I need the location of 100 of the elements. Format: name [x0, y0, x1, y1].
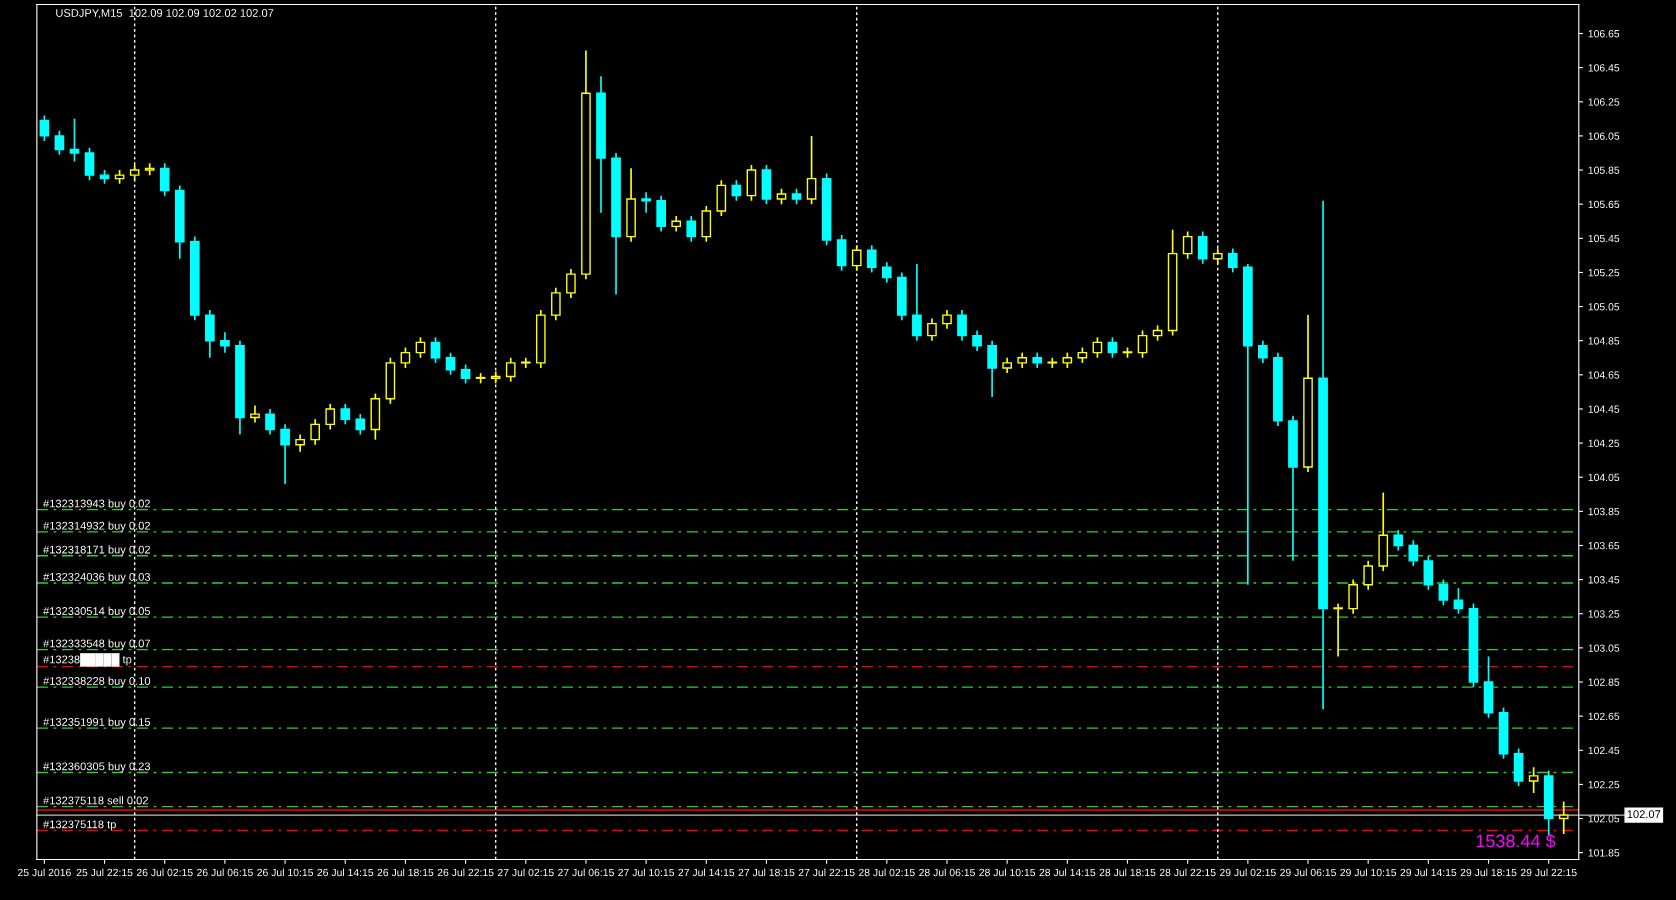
candlestick [972, 329, 982, 352]
candlestick [1423, 554, 1434, 591]
candlestick [280, 423, 290, 485]
y-tick-label: 103.05 [1588, 644, 1620, 652]
x-tick-label: 25 Jul 22:15 [76, 868, 133, 877]
x-tick-label: 28 Jul 14:15 [1039, 868, 1096, 877]
y-tick-label: 104.65 [1588, 371, 1620, 379]
candlestick [1227, 247, 1238, 274]
candlestick [1558, 800, 1569, 835]
ref-line-label: #132375118 tp [43, 820, 116, 831]
chart-title: USDJPY,M15 102.09 102.09 102.02 102.07 [56, 9, 274, 19]
candlestick [144, 162, 155, 176]
ref-line-label: #132314932 buy 0.02 [43, 521, 150, 532]
ref-line-label: #132351991 buy 0.15 [43, 717, 151, 729]
candlestick [415, 336, 426, 359]
x-tick-label: 28 Jul 02:15 [858, 868, 915, 877]
candlestick [1197, 230, 1208, 265]
x-tick-label: 26 Jul 14:15 [317, 868, 374, 877]
y-tick-label: 103.85 [1588, 507, 1620, 516]
x-tick-label: 29 Jul 06:15 [1280, 868, 1336, 877]
candlestick [1528, 766, 1539, 794]
x-tick-label: 27 Jul 10:15 [618, 868, 675, 877]
candlestick [1258, 339, 1268, 364]
candlestick [881, 261, 892, 284]
x-tick-label: 28 Jul 10:15 [979, 868, 1036, 877]
candlestick [1348, 578, 1358, 615]
ref-line-label: #132338228 buy 0.10 [43, 676, 151, 688]
candlestick [1408, 539, 1419, 567]
x-tick-label: 25 Jul 2016 [17, 868, 71, 877]
x-tick-label: 29 Jul 02:15 [1219, 868, 1276, 877]
y-tick-label: 103.45 [1588, 576, 1620, 584]
candlestick [866, 244, 877, 274]
y-tick-label: 105.65 [1588, 200, 1620, 209]
candlestick [1047, 356, 1058, 369]
y-tick-label: 103.25 [1588, 610, 1620, 618]
y-tick-label: 105.85 [1588, 166, 1620, 174]
y-tick-label: 104.45 [1588, 405, 1620, 413]
candlestick [505, 356, 516, 383]
x-tick-label: 29 Jul 18:15 [1460, 868, 1517, 877]
ref-line-label: #132324036 buy 0.03 [43, 572, 151, 584]
y-tick-label: 105.05 [1588, 303, 1620, 311]
ref-line-label: #13238█████ tp [43, 653, 132, 667]
candlestick [325, 403, 336, 431]
candlestick [1453, 587, 1464, 615]
annotation: 1538.44 $ [1476, 833, 1556, 849]
y-tick-label: 106.45 [1588, 64, 1620, 72]
candlestick [1137, 329, 1148, 359]
ref-line-label: 102.07 [1627, 810, 1661, 819]
ref-line-label: #132375118 sell 0.02 [43, 796, 148, 805]
candlestick [1363, 560, 1374, 591]
candlestick [430, 336, 441, 364]
y-tick-label: 106.05 [1588, 132, 1620, 140]
candlestick [400, 346, 411, 369]
y-tick-label: 103.65 [1588, 541, 1620, 550]
y-tick-label: 105.45 [1588, 234, 1620, 243]
candlestick [1393, 529, 1404, 552]
x-tick-label: 26 Jul 06:15 [197, 868, 253, 877]
candlestick [641, 191, 651, 214]
candlestick [460, 363, 471, 385]
x-tick-label: 27 Jul 18:15 [738, 868, 795, 877]
candlestick [355, 413, 366, 436]
x-tick-label: 28 Jul 18:15 [1099, 868, 1156, 877]
candlestick [445, 351, 456, 376]
y-tick-label: 101.85 [1588, 849, 1620, 857]
ref-line-label: #132330514 buy 0.05 [43, 606, 151, 618]
y-tick-label: 106.25 [1588, 98, 1620, 106]
candlestick [806, 135, 817, 206]
candlestick [490, 370, 501, 385]
candlestick [220, 331, 230, 354]
x-tick-label: 27 Jul 22:15 [798, 868, 855, 877]
x-tick-label: 27 Jul 14:15 [678, 868, 735, 877]
candlestick [686, 215, 697, 243]
candlestick [987, 339, 997, 398]
x-tick-label: 29 Jul 14:15 [1400, 868, 1457, 877]
x-tick-label: 26 Jul 02:15 [136, 868, 193, 877]
y-tick-label: 102.65 [1588, 712, 1620, 721]
y-tick-label: 104.05 [1588, 473, 1620, 482]
ref-line-label: #132333548 buy 0.07 [43, 639, 150, 650]
ref-line-label: #132318171 buy 0.02 [43, 545, 150, 556]
y-tick-label: 106.65 [1588, 30, 1620, 38]
x-tick-label: 29 Jul 22:15 [1520, 868, 1577, 877]
candlestick [159, 162, 170, 197]
candlestick [1438, 578, 1449, 607]
candlestick [942, 309, 952, 330]
candlestick [566, 268, 576, 299]
candlestick [39, 114, 50, 142]
y-tick-label: 104.25 [1588, 439, 1620, 447]
x-tick-label: 28 Jul 22:15 [1159, 868, 1216, 877]
candlestick [265, 408, 275, 436]
candlestick [340, 403, 351, 426]
x-tick-label: 26 Jul 18:15 [377, 868, 434, 877]
candlestick [1107, 336, 1118, 359]
y-tick-label: 102.05 [1588, 815, 1620, 823]
y-tick-label: 102.25 [1588, 780, 1620, 789]
ref-line-label: #132360305 buy 0.23 [43, 762, 151, 773]
y-tick-label: 105.25 [1588, 268, 1620, 277]
candlestick [69, 118, 80, 163]
y-tick-label: 104.85 [1588, 337, 1620, 345]
candlestick [927, 317, 937, 342]
y-tick-label: 102.45 [1588, 746, 1620, 755]
